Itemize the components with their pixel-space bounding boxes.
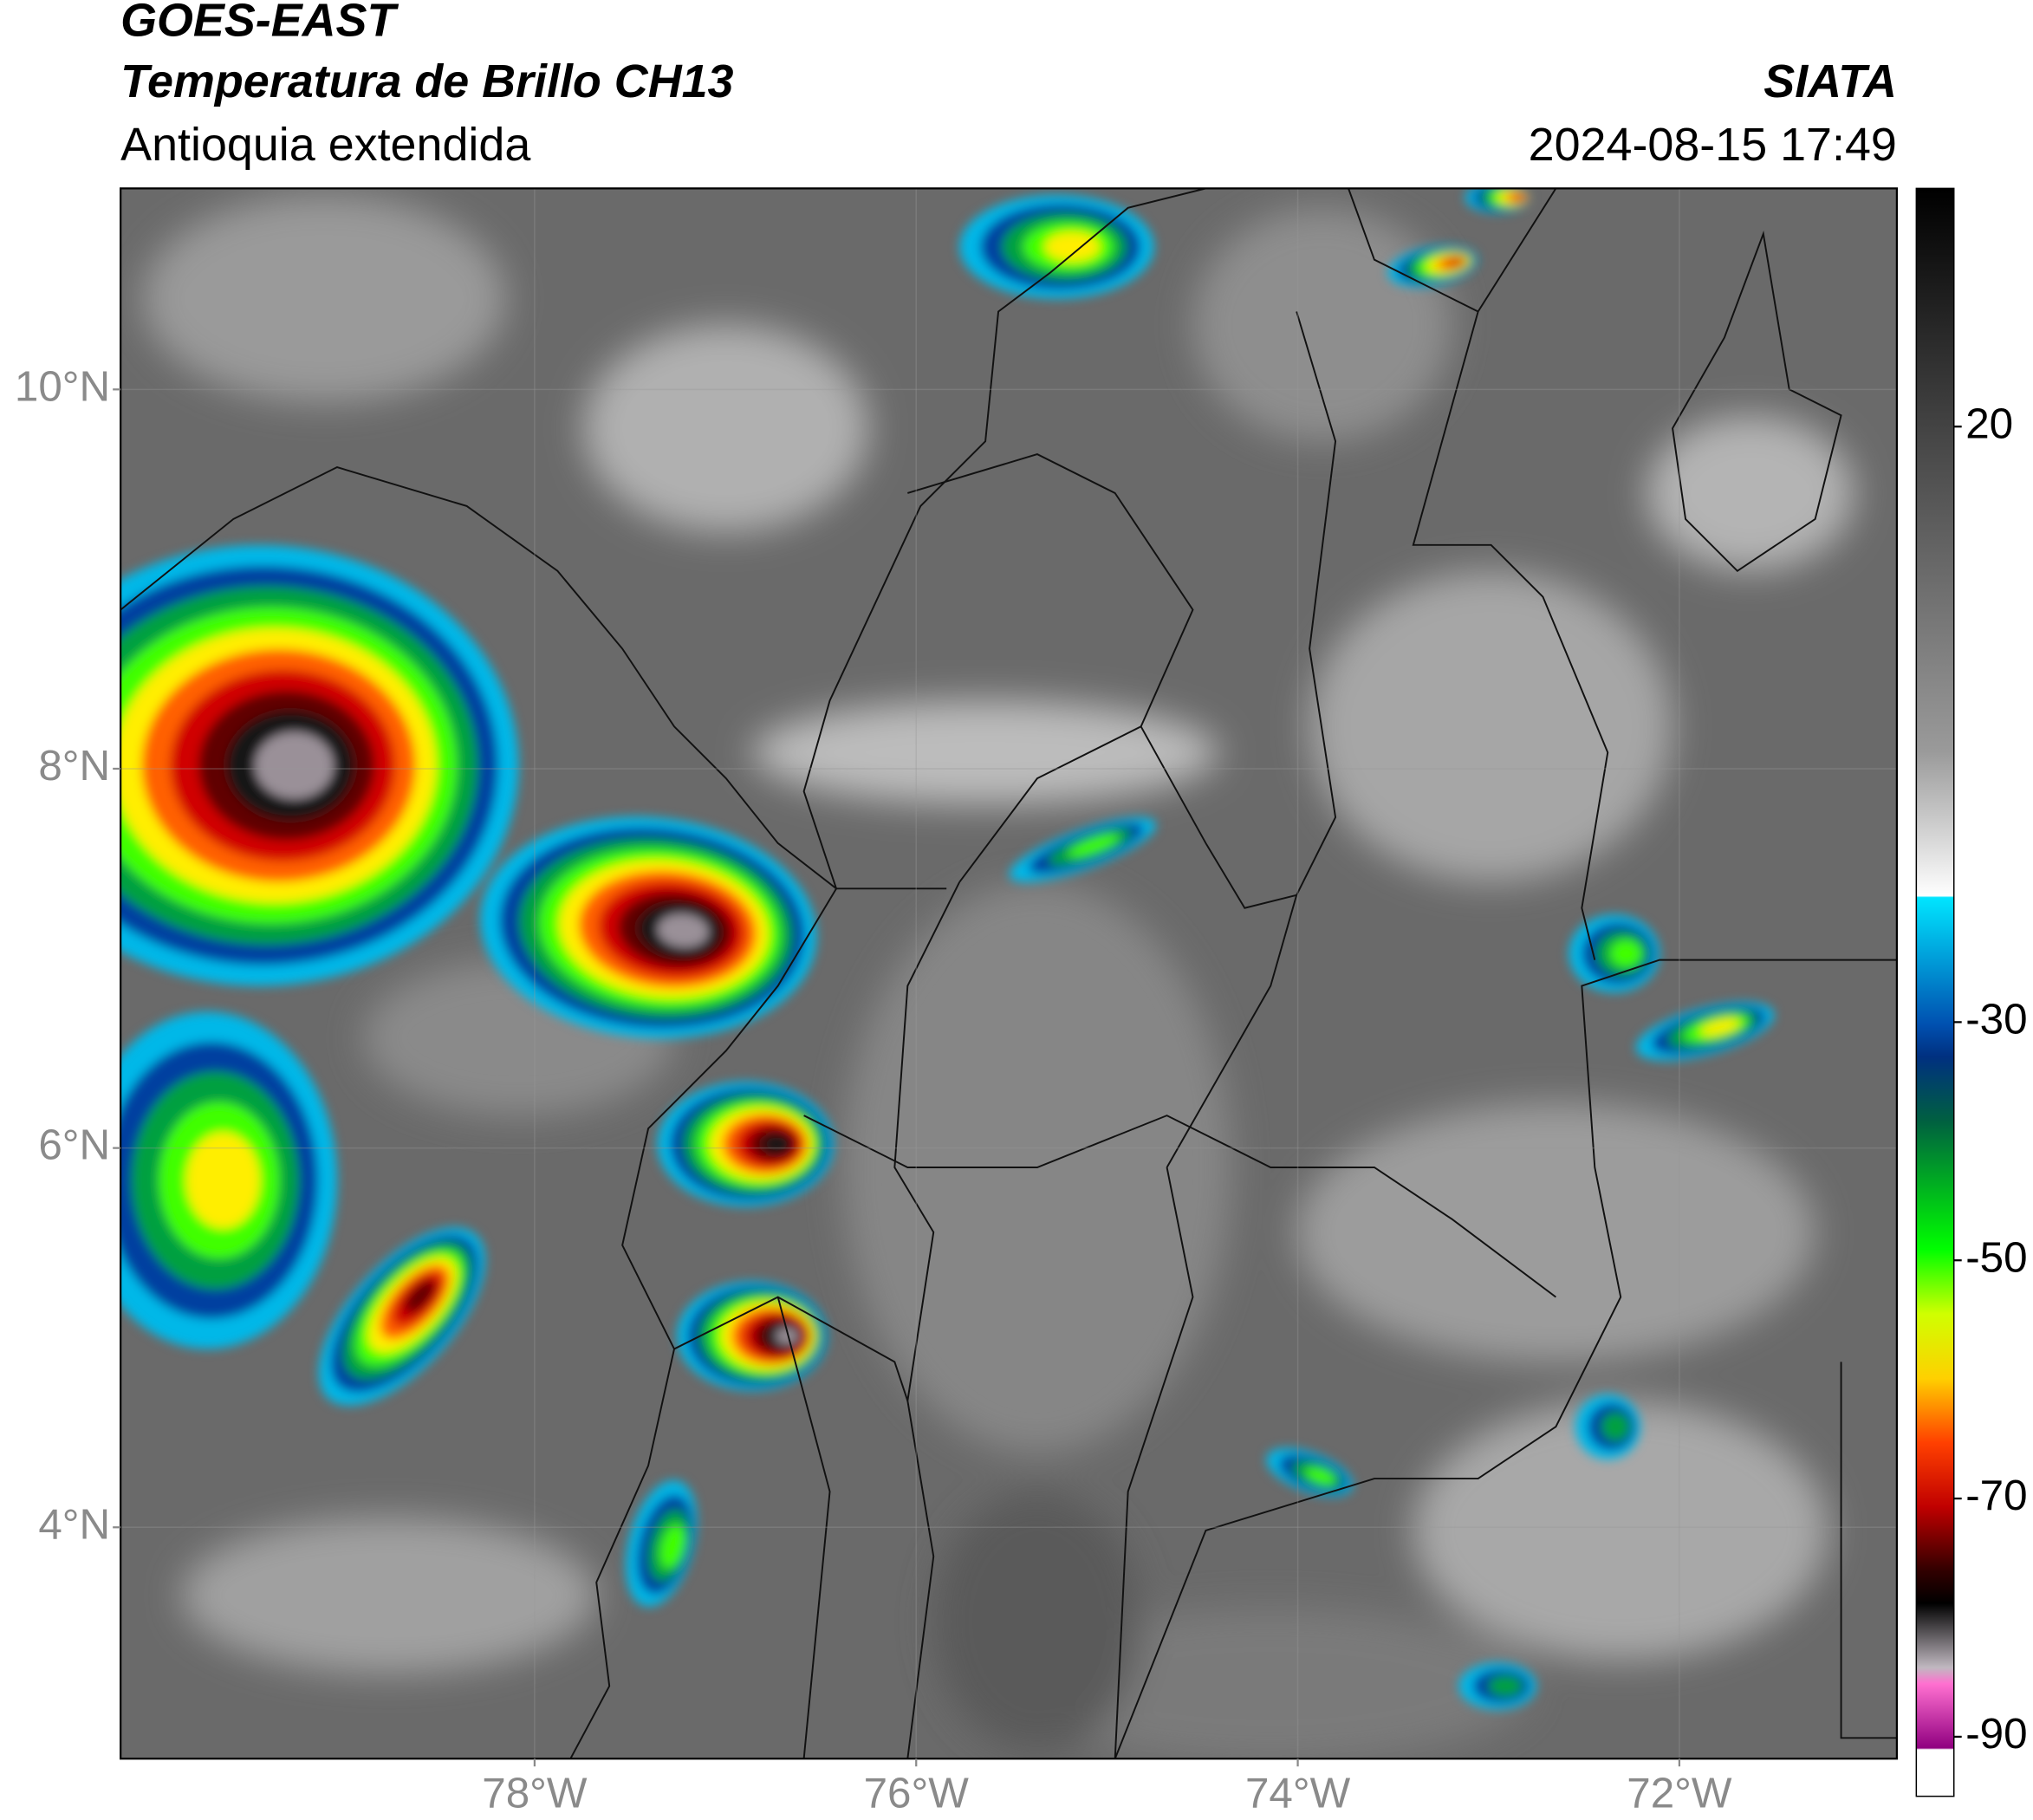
lat-tick-label: 8°N — [38, 742, 110, 790]
storm-cell — [185, 1132, 261, 1229]
colorbar-tick-label: -90 — [1965, 1710, 2027, 1758]
borders — [120, 188, 1897, 1759]
colorbar-tick-label: -70 — [1965, 1472, 2027, 1519]
lon-tick-label: 76°W — [864, 1770, 970, 1817]
lon-tick-label: 72°W — [1627, 1770, 1732, 1817]
lat-tick-label: 4°N — [38, 1500, 110, 1548]
storm-cell — [658, 913, 709, 948]
region: Antioquia extendida — [120, 119, 530, 171]
storm-cell — [1700, 1018, 1740, 1036]
satellite: GOES-EAST — [120, 0, 399, 47]
storm-cell — [255, 731, 334, 799]
storm-cell — [1068, 834, 1120, 857]
map-image — [120, 188, 1897, 1759]
colorbar-tick-label: -50 — [1965, 1233, 2027, 1281]
axes: 10°N 8°N 6°N 4°N 78°W 76°W 74°W 72°W 20 -30 -50 -70… — [15, 362, 2028, 1817]
storm-cell — [1445, 257, 1465, 267]
product: Temperatura de Brillo CH13 — [120, 55, 733, 107]
storm-cell — [1305, 1467, 1336, 1485]
lat-tick-label: 6°N — [38, 1121, 110, 1169]
storm-cell — [659, 1524, 685, 1569]
agency: SIATA — [1763, 55, 1897, 107]
colorbar — [1915, 187, 1955, 1797]
lon-tick-label: 78°W — [482, 1770, 588, 1817]
storm-cell — [1609, 939, 1642, 967]
storm-cell — [404, 1279, 436, 1313]
colorbar-tick-label: 20 — [1965, 400, 2013, 447]
colorbar-tick-label: -30 — [1965, 995, 2027, 1043]
storm-cell — [1488, 1675, 1523, 1697]
lat-tick-label: 10°N — [15, 362, 110, 410]
datetime: 2024-08-15 17:49 — [1529, 119, 1897, 171]
storms — [120, 188, 1775, 1710]
storm-cell — [1601, 1412, 1630, 1441]
storm-cell — [762, 1134, 792, 1155]
storm-cell — [1044, 231, 1101, 262]
graticule — [120, 188, 1897, 1759]
storm-cell — [1514, 194, 1528, 201]
storm-cell — [776, 1328, 799, 1344]
map-frame — [120, 187, 1899, 1760]
lon-tick-label: 74°W — [1245, 1770, 1351, 1817]
